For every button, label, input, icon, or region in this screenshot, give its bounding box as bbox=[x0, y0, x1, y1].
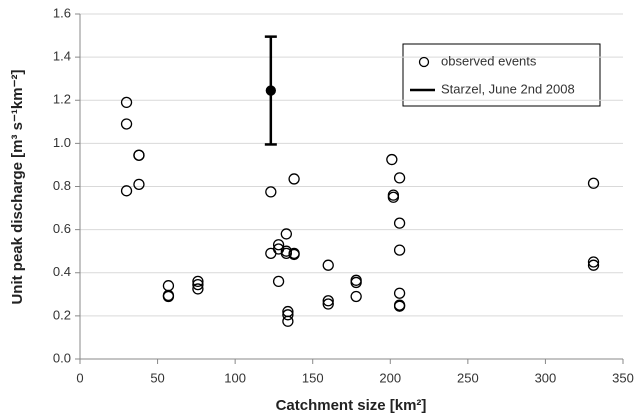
point bbox=[265, 85, 276, 96]
point bbox=[350, 276, 362, 289]
legend-label: observed events bbox=[441, 53, 537, 68]
point bbox=[280, 228, 292, 240]
y-tick-label: 0.4 bbox=[53, 264, 71, 279]
point bbox=[393, 217, 406, 229]
point bbox=[393, 300, 406, 312]
point bbox=[280, 247, 292, 259]
x-tick-label: 100 bbox=[224, 370, 246, 385]
y-axis-title: Unit peak discharge [m³ s⁻¹km⁻²] bbox=[9, 69, 26, 304]
x-tick-label: 200 bbox=[379, 370, 401, 385]
point bbox=[133, 178, 145, 190]
x-tick-label: 300 bbox=[535, 370, 557, 385]
y-tick-label: 1.2 bbox=[53, 92, 71, 107]
point bbox=[133, 149, 145, 161]
point bbox=[387, 191, 400, 203]
point bbox=[288, 173, 300, 185]
point bbox=[393, 172, 406, 184]
x-tick-label: 150 bbox=[302, 370, 324, 385]
y-tick-label: 0.0 bbox=[53, 350, 71, 365]
point bbox=[322, 259, 334, 271]
point bbox=[120, 185, 133, 197]
point bbox=[162, 289, 175, 302]
point bbox=[393, 244, 406, 256]
point bbox=[120, 96, 133, 109]
point bbox=[192, 275, 204, 288]
point bbox=[288, 248, 300, 261]
point bbox=[120, 118, 133, 130]
y-tick-label: 1.6 bbox=[53, 5, 71, 20]
x-tick-label: 350 bbox=[612, 370, 634, 385]
point bbox=[350, 290, 362, 303]
point bbox=[282, 309, 294, 321]
point bbox=[282, 315, 294, 327]
x-axis-title: Catchment size [km²] bbox=[276, 397, 427, 414]
legend-label: Starzel, June 2nd 2008 bbox=[441, 81, 575, 96]
point bbox=[322, 298, 334, 310]
x-tick-label: 250 bbox=[457, 370, 479, 385]
point bbox=[265, 186, 277, 198]
y-tick-label: 0.6 bbox=[53, 221, 71, 236]
legend-box bbox=[402, 43, 601, 107]
point bbox=[587, 177, 600, 189]
x-tick-label: 0 bbox=[76, 370, 83, 385]
point bbox=[322, 295, 334, 307]
point bbox=[192, 283, 204, 295]
y-tick-label: 0.2 bbox=[53, 307, 71, 322]
y-tick-label: 0.8 bbox=[53, 178, 71, 193]
point bbox=[393, 287, 406, 299]
legend-marker bbox=[418, 56, 430, 68]
point bbox=[587, 256, 600, 268]
y-tick-label: 1.4 bbox=[53, 49, 71, 64]
point bbox=[587, 259, 600, 271]
point bbox=[386, 153, 398, 166]
y-tick-label: 1.0 bbox=[53, 135, 71, 150]
point bbox=[192, 278, 204, 291]
point bbox=[272, 275, 285, 288]
point bbox=[272, 239, 285, 251]
x-tick-label: 50 bbox=[150, 370, 164, 385]
